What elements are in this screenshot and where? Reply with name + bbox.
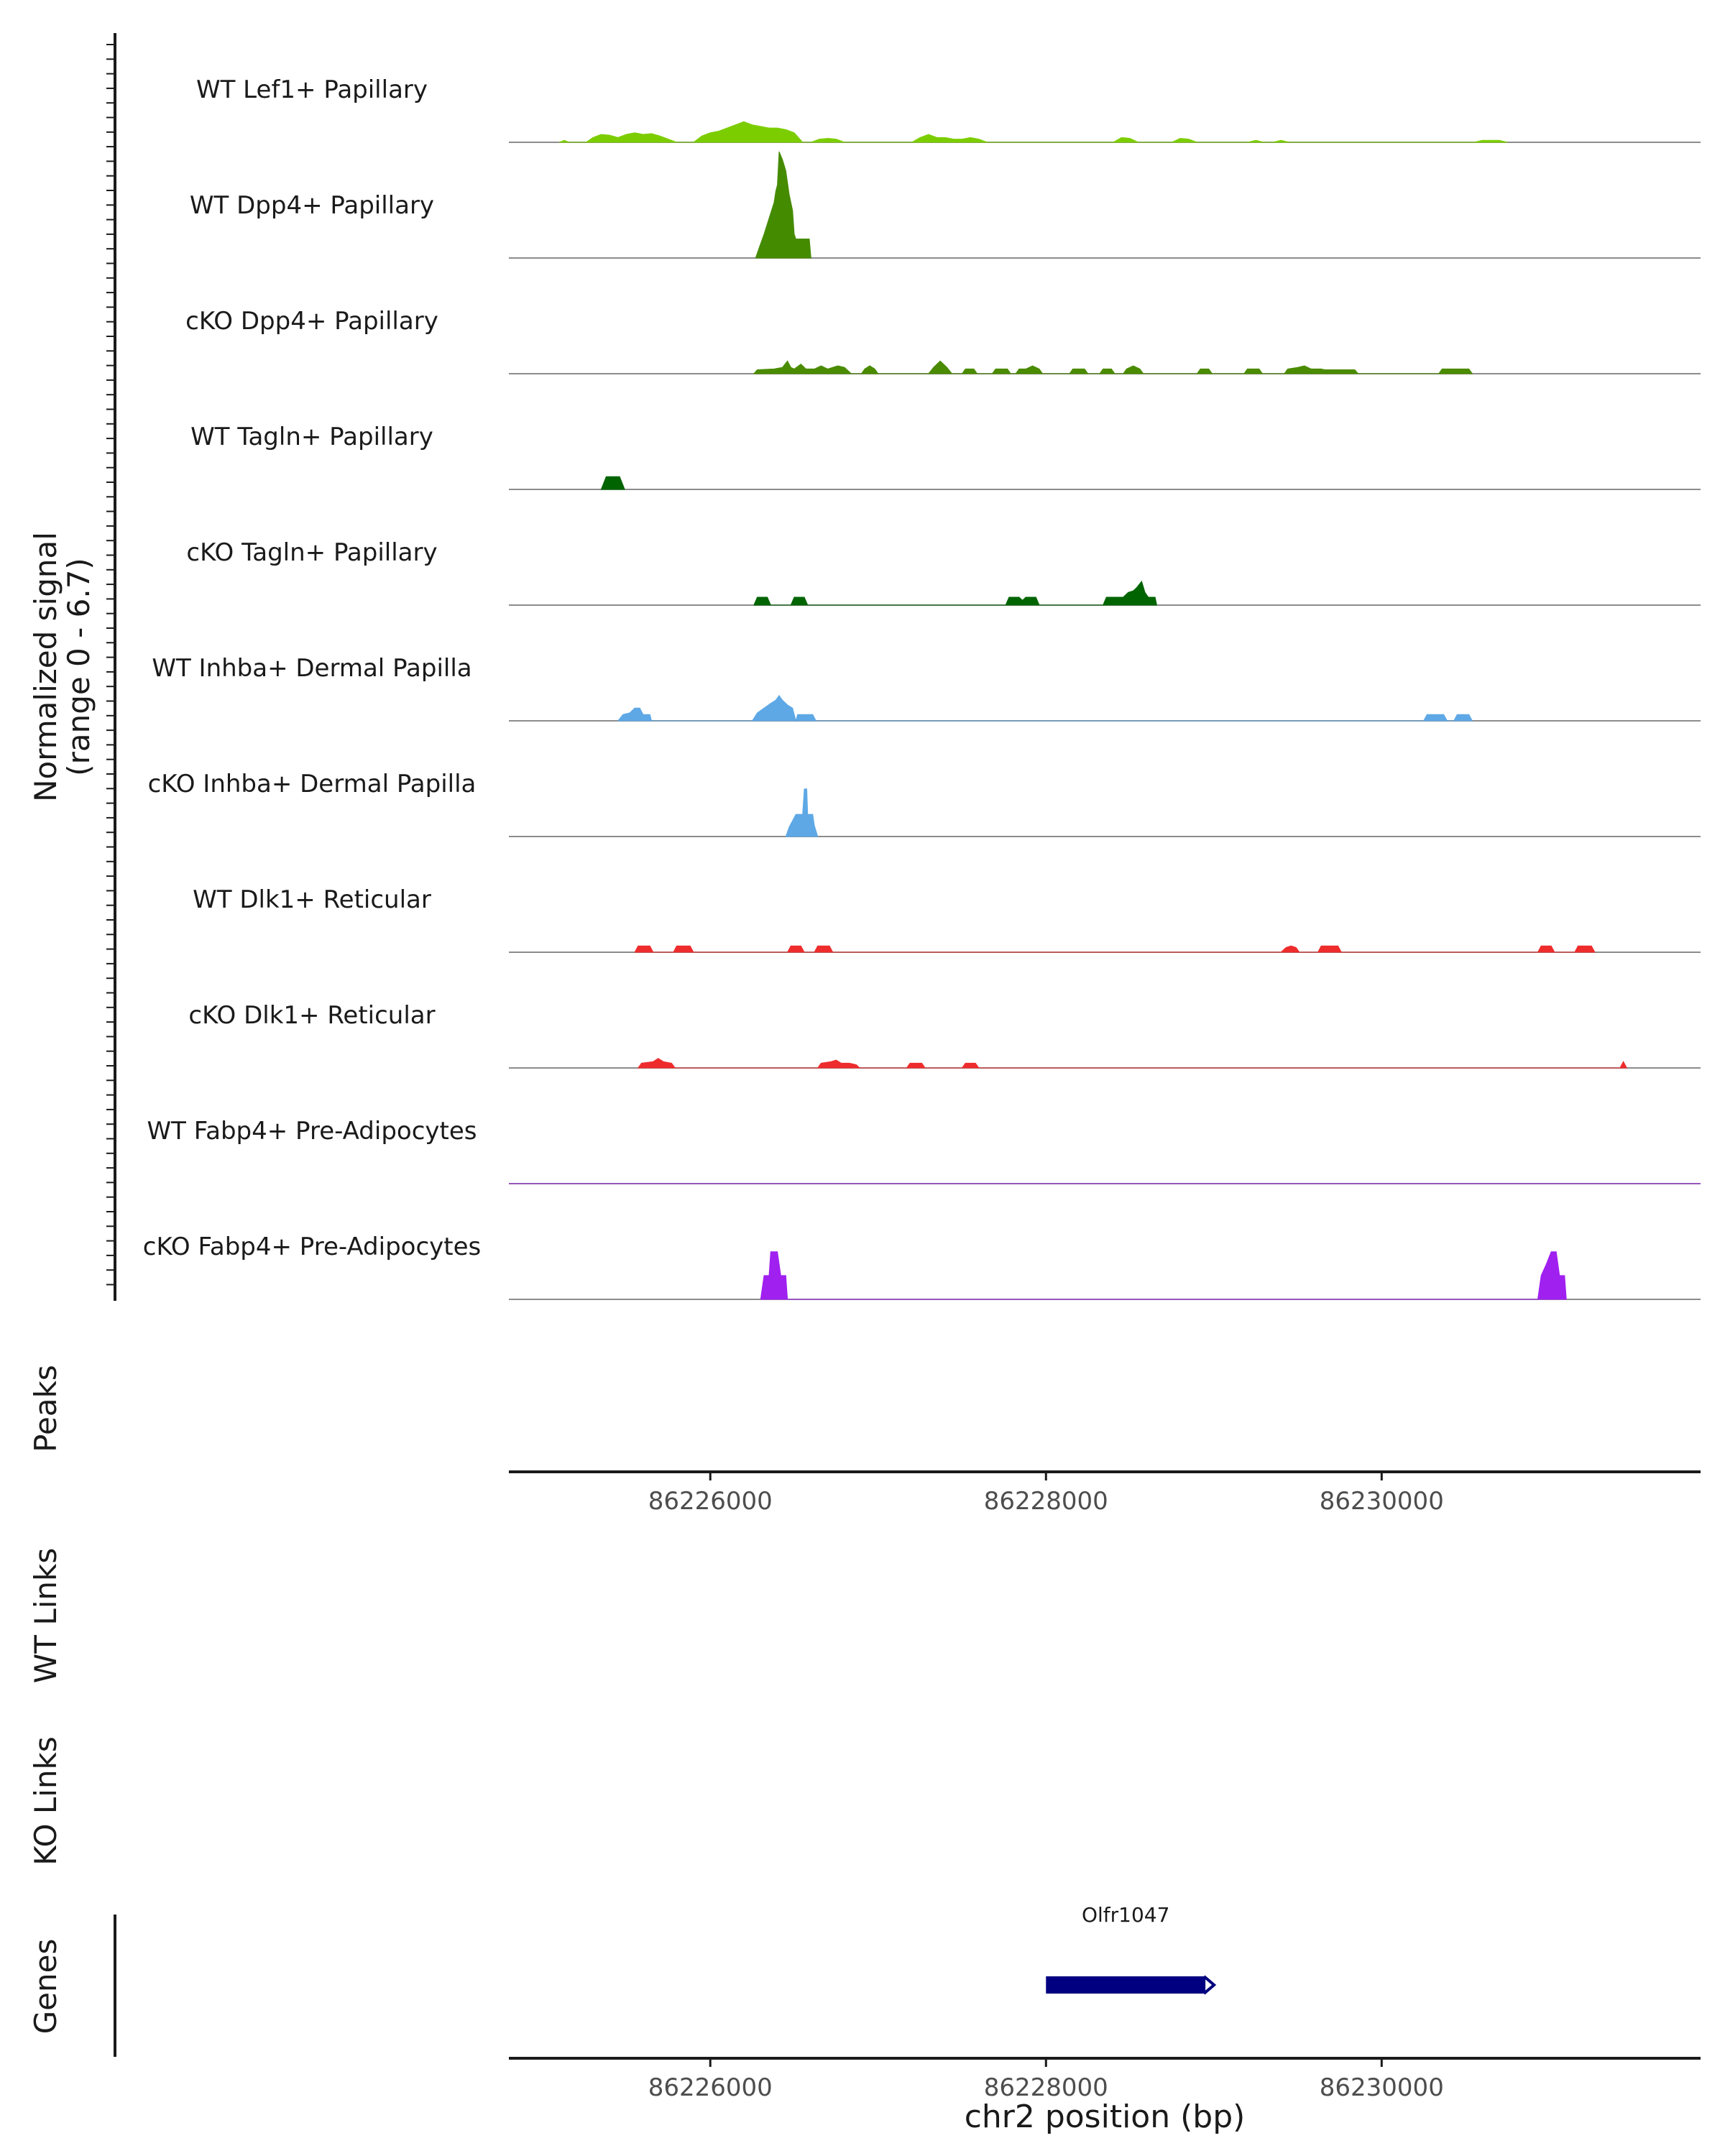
coverage-area — [760, 1251, 1567, 1300]
gene-track: Olfr1047 — [1046, 1903, 1217, 1995]
y-axis-title-line2: (range 0 - 6.7) — [61, 558, 96, 776]
track-label: WT Dpp4+ Papillary — [190, 191, 434, 220]
track-label: WT Tagln+ Papillary — [190, 423, 433, 451]
track-label: cKO Tagln+ Papillary — [186, 538, 437, 567]
upper-x-axis: 86226000 86228000 86230000 — [648, 1472, 1444, 1516]
track-label: cKO Dlk1+ Reticular — [188, 1001, 435, 1030]
coverage-area — [785, 788, 819, 837]
genes-label: Genes — [28, 1939, 63, 2035]
x-tick-label: 86230000 — [1320, 2073, 1444, 2102]
track-label: cKO Dpp4+ Papillary — [185, 307, 438, 336]
coverage-area — [637, 1058, 1628, 1069]
x-tick-label: 86226000 — [648, 2073, 773, 2102]
coverage-area — [753, 360, 1473, 374]
x-tick-label: 86226000 — [648, 1487, 773, 1516]
track-label: WT Inhba+ Dermal Papilla — [152, 654, 472, 683]
coverage-tracks: WT Lef1+ Papillary WT Dpp4+ Papillary cKO … — [143, 75, 1701, 1300]
gene-body — [1046, 1976, 1206, 1994]
coverage-area — [617, 694, 1473, 722]
coverage-area — [600, 476, 625, 490]
x-tick-label: 86228000 — [984, 2073, 1108, 2102]
coverage-area — [753, 580, 1158, 606]
track-label: cKO Fabp4+ Pre-Adipocytes — [143, 1233, 482, 1261]
track-label: WT Fabp4+ Pre-Adipocytes — [147, 1117, 477, 1146]
peaks-label: Peaks — [28, 1365, 63, 1452]
x-tick-label: 86228000 — [984, 1487, 1108, 1516]
track-label: WT Lef1+ Papillary — [196, 75, 428, 104]
coverage-area — [634, 945, 1596, 953]
gene-name-label: Olfr1047 — [1082, 1903, 1169, 1927]
gene-strand-arrow — [1202, 1975, 1217, 1995]
lower-x-axis: 86226000 86228000 86230000 — [648, 2058, 1444, 2102]
ko-links-label: KO Links — [28, 1736, 63, 1866]
track-label: WT Dlk1+ Reticular — [193, 885, 431, 914]
x-axis-title: chr2 position (bp) — [965, 2099, 1246, 2135]
y-axis-title-line1: Normalized signal — [28, 532, 63, 802]
track-label: cKO Inhba+ Dermal Papilla — [148, 770, 477, 798]
coverage-area — [558, 121, 1508, 143]
wt-links-label: WT Links — [28, 1548, 63, 1683]
coverage-area — [755, 151, 811, 259]
x-tick-label: 86230000 — [1320, 1487, 1444, 1516]
